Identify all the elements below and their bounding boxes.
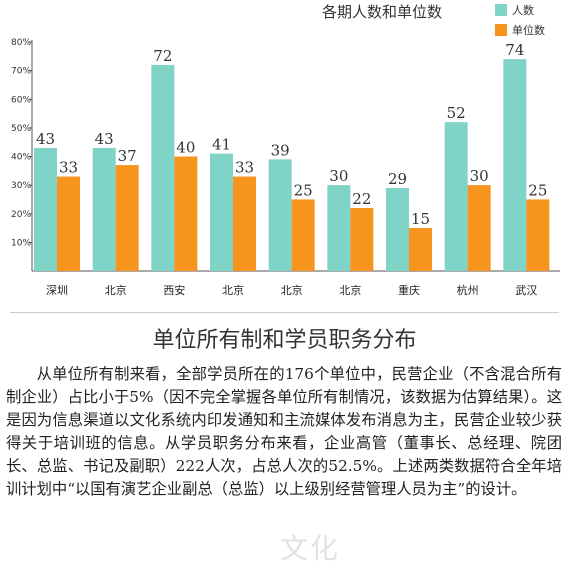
legend-label: 单位数 (512, 23, 545, 37)
data-label: 52 (447, 104, 466, 122)
bar-units (350, 208, 374, 271)
category-label: 西安 (163, 283, 185, 297)
bar-people (92, 147, 116, 271)
data-label: 40 (176, 139, 195, 157)
bar-units (409, 228, 432, 271)
data-label: 29 (388, 170, 407, 188)
y-tick-label: 50% (11, 124, 31, 134)
bar-people (210, 153, 233, 271)
category-label: 武汉 (515, 284, 537, 297)
bar-units (291, 199, 315, 271)
category-label: 北京 (105, 283, 127, 297)
bar-units (526, 199, 550, 271)
data-label: 15 (411, 210, 430, 228)
bar-units (115, 165, 139, 271)
data-label: 25 (294, 181, 313, 199)
bar-people (503, 59, 527, 271)
y-tick-label: 40% (11, 153, 31, 163)
bar-units (233, 176, 256, 271)
data-label: 33 (235, 159, 254, 177)
category-label: 北京 (222, 283, 244, 297)
category-label: 北京 (339, 283, 361, 297)
category-label: 杭州 (457, 283, 479, 297)
legend-swatch (495, 24, 507, 36)
legend-swatch (495, 4, 507, 16)
data-label: 30 (329, 167, 348, 185)
article-body: 从单位所有制来看，全部学员所在的176个单位中，民营企业（不含混合所有制企业）占… (6, 365, 562, 498)
category-label: 重庆 (398, 283, 420, 297)
data-label: 39 (271, 141, 290, 159)
y-tick-label: 70% (11, 67, 31, 77)
y-tick-label: 80% (11, 38, 31, 48)
data-label: 43 (36, 130, 55, 148)
bar-people (386, 187, 409, 271)
watermark-text: 文化 (280, 532, 341, 565)
y-tick-label: 20% (11, 210, 31, 220)
article-title: 单位所有制和学员职务分布 (152, 328, 417, 353)
bar-people (327, 185, 351, 271)
bar-units (57, 176, 80, 271)
y-tick-label: 30% (11, 181, 31, 191)
data-label: 37 (118, 147, 137, 165)
bar-people (268, 159, 292, 271)
legend-label: 人数 (512, 4, 534, 17)
data-label: 30 (470, 167, 489, 185)
bar-units (174, 156, 198, 271)
category-label: 北京 (281, 283, 303, 297)
bar-people (34, 147, 57, 271)
data-label: 33 (59, 159, 78, 177)
data-label: 41 (212, 136, 231, 154)
bar-people (444, 122, 468, 272)
y-tick-label: 10% (11, 238, 31, 248)
category-label: 深圳 (46, 284, 68, 297)
y-tick-label: 60% (11, 95, 31, 105)
bar-people (151, 64, 175, 272)
data-label: 43 (95, 130, 114, 148)
chart-bars: 4333深圳4337北京7240西安4133北京3925北京3022北京2915… (34, 41, 550, 297)
data-label: 22 (352, 190, 371, 208)
bar-units (467, 185, 491, 271)
chart-title: 各期人数和单位数 (322, 3, 442, 21)
section-divider (10, 312, 559, 313)
data-label: 74 (505, 41, 524, 59)
data-label: 72 (153, 47, 172, 65)
data-label: 25 (528, 181, 547, 199)
